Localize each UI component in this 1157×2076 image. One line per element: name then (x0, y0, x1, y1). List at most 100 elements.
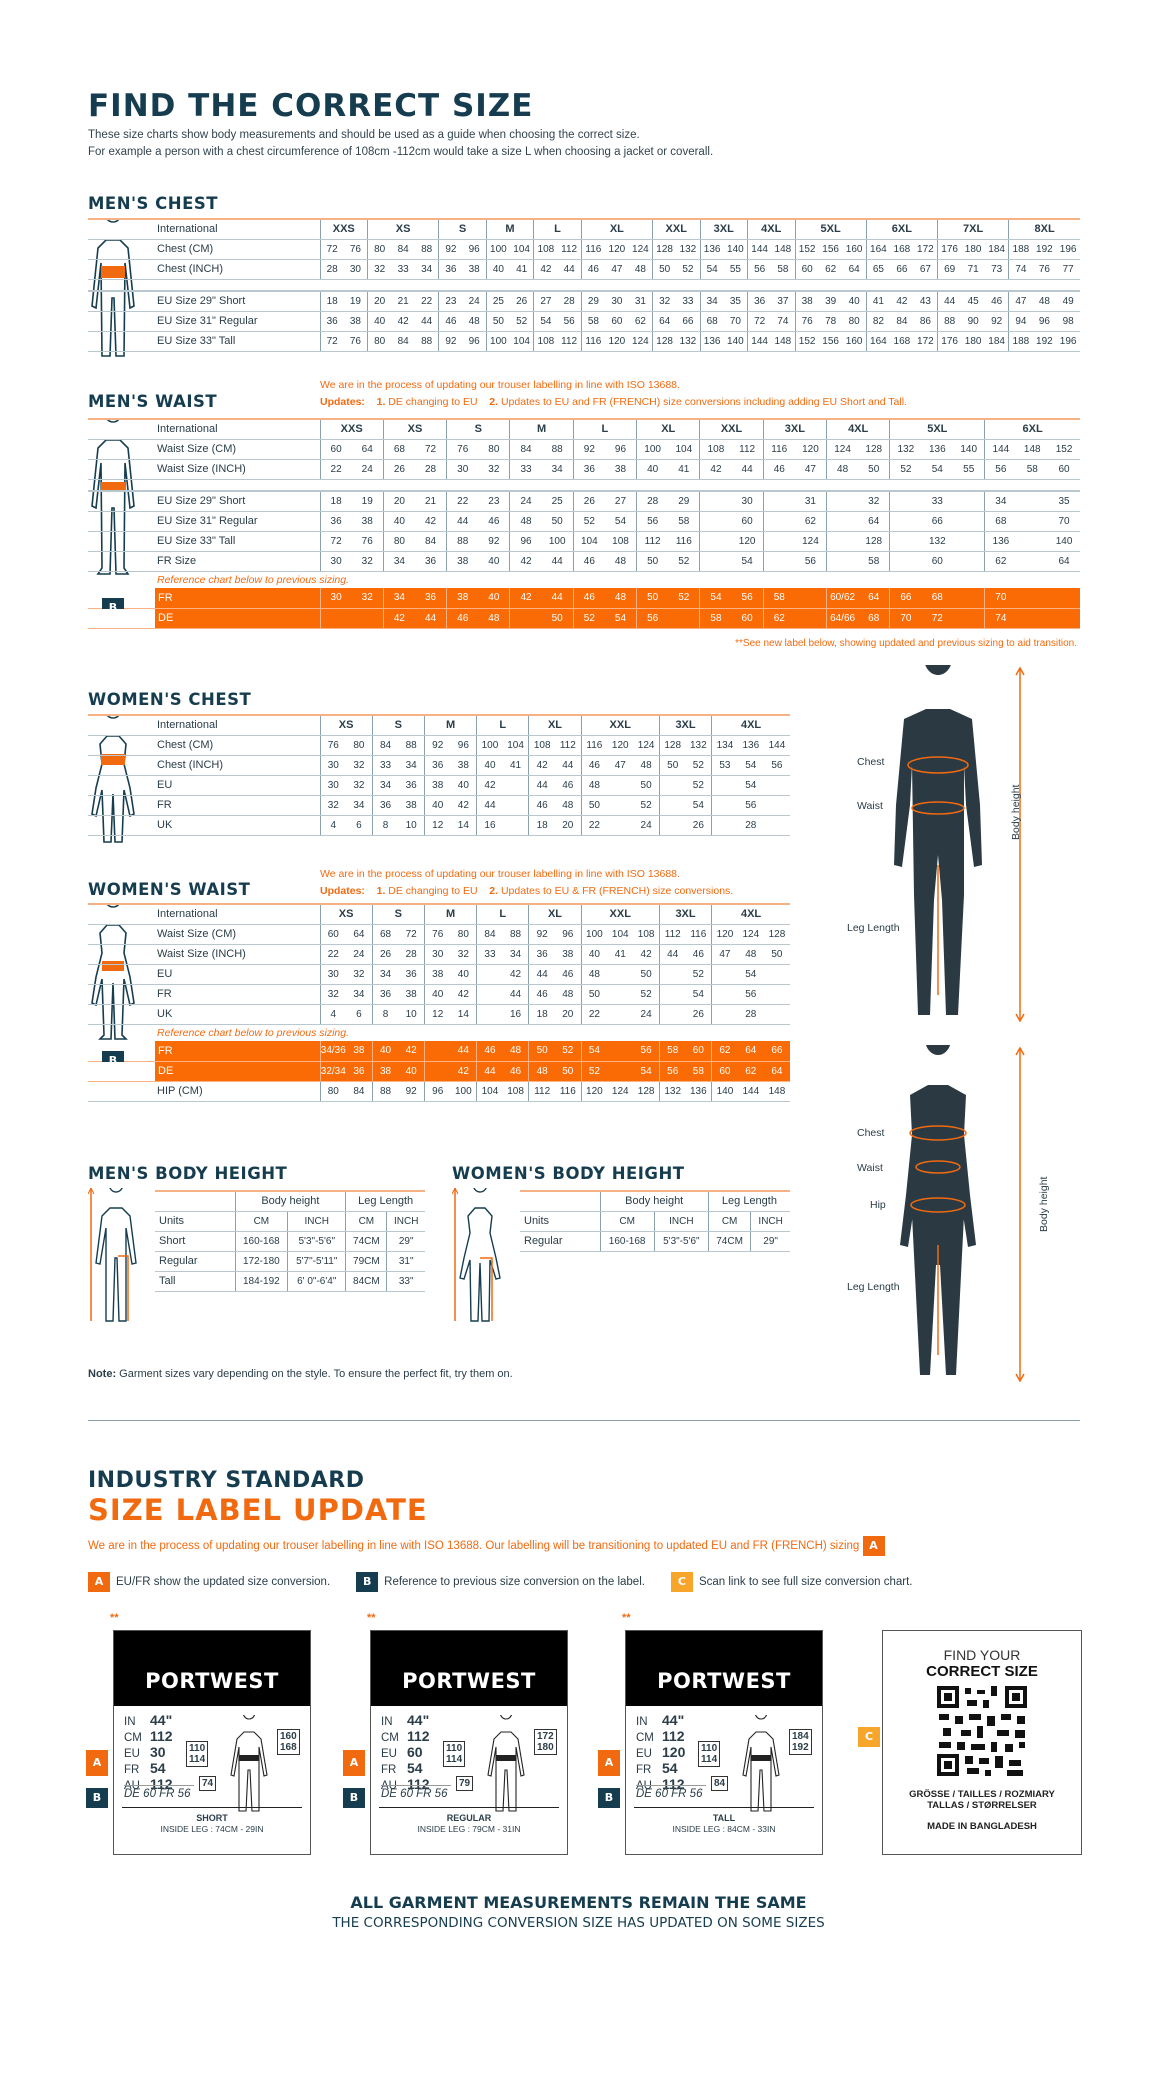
cell: 60 (605, 311, 629, 332)
update-1-num: 1. (376, 396, 386, 408)
cell: 29 (580, 291, 605, 312)
cell: 52 (889, 459, 922, 480)
cell (826, 551, 859, 572)
cell: 67 (913, 259, 938, 280)
woman-waist-label: Waist (857, 1162, 883, 1174)
label-value-row: FR 54 (381, 1761, 430, 1777)
table-row: EU Size 29" Short 18 19 20 21 22 23 24 25 26 27 28 2… (88, 291, 1080, 312)
table-row: Tall 184-192 6' 0"-6'4" 84CM 33" (155, 1271, 425, 1292)
cell (1016, 531, 1049, 552)
cell (509, 608, 542, 629)
cell: 42 (502, 964, 529, 985)
cell: 36 (438, 259, 463, 280)
height-value-1: 172 (537, 1731, 554, 1742)
cell: 168 (890, 239, 914, 260)
cell: 34 (346, 984, 373, 1005)
cell: 184 (985, 331, 1009, 352)
value: 112 (662, 1728, 685, 1744)
size-header: XXL (580, 715, 660, 736)
cell: 156 (818, 239, 843, 260)
intro-line-2: For example a person with a chest circum… (88, 146, 714, 158)
page-title: FIND THE CORRECT SIZE (88, 88, 534, 124)
value-key: IN (124, 1716, 136, 1728)
size-header: S (371, 904, 425, 925)
size-header: L (533, 219, 582, 240)
cell: 120 (711, 924, 738, 945)
cell: 116 (580, 239, 605, 260)
cell: 50 (763, 944, 790, 965)
cell: 160-168 (599, 1231, 655, 1252)
cell: 128 (652, 331, 677, 352)
mens-height-table: Body height Leg Length Units CM INCH CM INCH … (155, 1190, 425, 1292)
spacer (88, 279, 1080, 292)
value: 54 (150, 1760, 166, 1776)
size-header: XXL (699, 419, 764, 440)
cell: 32 (367, 259, 392, 280)
cell: 39 (818, 291, 843, 312)
cell (953, 511, 985, 532)
previous-size-row: DE 42 44 46 48 50 52 54 56 58 60 62 64/66 68 70 72 74 (88, 608, 1080, 629)
cell: 21 (391, 291, 415, 312)
cell: 96 (554, 924, 582, 945)
value-key: FR (636, 1764, 652, 1776)
legend-a-text: EU/FR show the updated size conversion. (116, 1576, 331, 1588)
cell: 40 (367, 311, 392, 332)
row-label: Regular (520, 1231, 600, 1252)
table-row: FR Size 30 32 34 36 38 40 42 44 46 48 50 52 54 56 58 60 6… (88, 551, 1080, 572)
table-row: Chest (CM) 76 80 84 88 92 96 100 104 108 112 116 120… (88, 735, 790, 756)
womens-chest-heading: WOMEN'S CHEST (88, 690, 252, 709)
cell: 48 (462, 311, 487, 332)
qr-code-icon[interactable] (937, 1686, 1027, 1776)
cell: 76 (794, 311, 819, 332)
cell: 30 (319, 588, 352, 609)
row-label: HIP (CM) (88, 1081, 320, 1102)
cell: 54 (685, 795, 712, 816)
cell: 144 (747, 239, 772, 260)
cell: 116 (580, 735, 608, 756)
cell: 84 (476, 924, 503, 945)
cell: 42 (398, 1041, 425, 1062)
section-divider (88, 1420, 1080, 1421)
size-header: 4XL (825, 419, 890, 440)
cell: 96 (450, 735, 477, 756)
row-label: Chest (INCH) (88, 259, 320, 280)
cell (826, 531, 859, 552)
cell: 46 (762, 459, 795, 480)
cell (607, 795, 634, 816)
row-label: FR (88, 984, 320, 1005)
size-header: 4XL (711, 904, 790, 925)
fit-name: REGULAR (446, 1813, 492, 1823)
cell: 58 (668, 511, 700, 532)
cell: 140 (711, 1081, 738, 1102)
legend-b-text: Reference to previous size conversion on… (384, 1576, 645, 1588)
cell: 136 (921, 439, 954, 460)
cell: 42 (509, 588, 542, 609)
cell: 124 (633, 735, 660, 756)
value-key: CM (124, 1732, 142, 1744)
size-header: 3XL (699, 219, 748, 240)
height-value-1: 160 (280, 1731, 297, 1742)
cell: 136 (685, 1081, 712, 1102)
cell: 108 (633, 924, 660, 945)
cell: 132 (676, 239, 700, 260)
height-value-2: 168 (280, 1742, 297, 1753)
cell (763, 984, 790, 1005)
cell: 48 (554, 984, 582, 1005)
cell: 68 (921, 588, 954, 609)
cell: 32 (346, 755, 373, 776)
womens-height-heading: WOMEN'S BODY HEIGHT (452, 1164, 685, 1183)
units-label: Units (520, 1211, 600, 1232)
header-row: International XS S M L XL XXL 3XL 4XL (88, 904, 790, 925)
cell: 192 (1032, 331, 1057, 352)
label-values: IN 44" CM 112 EU 30 FR 54 AU 112 (124, 1713, 173, 1793)
woman-chest-label: Chest (857, 1127, 885, 1139)
cell: 48 (528, 1061, 555, 1082)
cell: 40 (478, 551, 510, 572)
header-label: International (88, 419, 320, 440)
cell: 96 (1032, 311, 1057, 332)
cell: 104 (502, 735, 529, 756)
cell: 22 (580, 1004, 608, 1025)
cell: 73 (985, 259, 1009, 280)
cell: 66 (921, 511, 954, 532)
cell: 6 (346, 1004, 373, 1025)
